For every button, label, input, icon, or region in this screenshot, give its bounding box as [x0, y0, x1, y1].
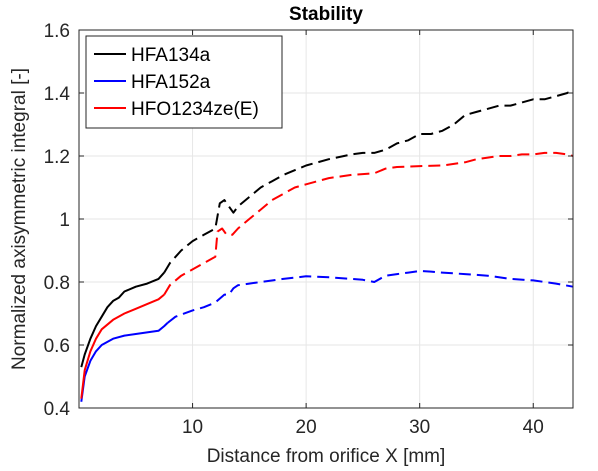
- y-tick-label: 0.8: [44, 273, 70, 294]
- series-line-dashed-hfa152a: [166, 270, 574, 324]
- y-tick-label: 1: [59, 210, 70, 231]
- ticks: 10 20 30 40 0.4 0.6 0.8 1 1.2 1.4 1.6: [44, 21, 573, 438]
- x-tick-label: 30: [409, 417, 430, 438]
- y-tick-label: 0.6: [44, 336, 70, 357]
- series-layer: [80, 89, 574, 402]
- legend-label: HFO1234ze(E): [131, 99, 259, 120]
- legend-label: HFA134a: [131, 45, 211, 66]
- legend-label: HFA152a: [131, 72, 211, 93]
- x-tick-label: 10: [182, 417, 203, 438]
- x-axis-label: Distance from orifice X [mm]: [207, 446, 446, 467]
- series-line-solid-hfo1234ze-e: [80, 293, 165, 399]
- chart-title: Stability: [289, 4, 363, 25]
- series-line-solid-hfa134a: [80, 271, 165, 368]
- y-tick-label: 0.4: [44, 399, 71, 420]
- series-line-dashed-hfa134a: [163, 89, 574, 274]
- legend: HFA134a HFA152a HFO1234ze(E): [85, 35, 283, 129]
- y-tick-label: 1.6: [44, 21, 70, 42]
- series-line-solid-hfa152a: [80, 322, 169, 402]
- x-tick-label: 40: [523, 417, 544, 438]
- x-tick-label: 20: [296, 417, 317, 438]
- y-tick-label: 1.2: [44, 147, 70, 168]
- series-line-dashed-hfo1234ze-e: [163, 151, 574, 296]
- y-axis-label: Normalized axisymmetric integral [-]: [9, 68, 30, 370]
- y-tick-label: 1.4: [44, 84, 71, 105]
